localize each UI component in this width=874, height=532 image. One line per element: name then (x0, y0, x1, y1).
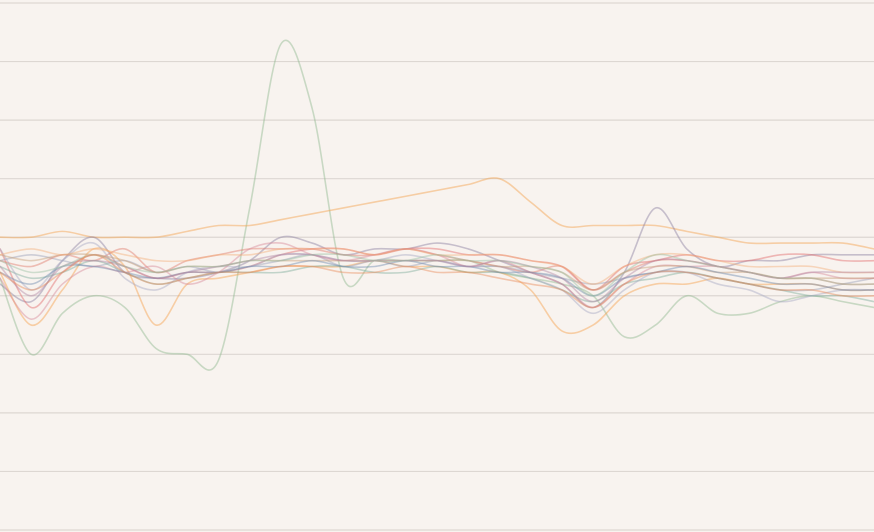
series-line (0, 247, 874, 285)
series-line (0, 253, 874, 309)
series-line (0, 241, 874, 315)
series-line (0, 247, 874, 335)
series-line (0, 253, 874, 297)
series-line (0, 242, 874, 320)
series-line (0, 207, 874, 309)
series-line (0, 253, 874, 291)
series-line (0, 253, 874, 292)
series-line (0, 39, 874, 371)
series-line (0, 247, 874, 291)
series-line (0, 259, 874, 297)
series-line (0, 247, 874, 309)
series-lines (0, 39, 874, 371)
series-line (0, 253, 874, 303)
series-line (0, 259, 874, 303)
series-line (0, 177, 874, 250)
